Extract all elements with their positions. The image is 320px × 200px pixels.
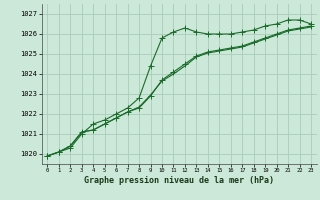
X-axis label: Graphe pression niveau de la mer (hPa): Graphe pression niveau de la mer (hPa) — [84, 176, 274, 185]
